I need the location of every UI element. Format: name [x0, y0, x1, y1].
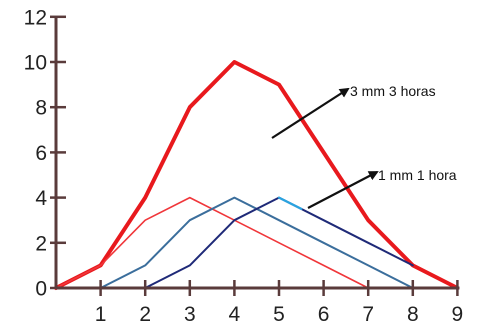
x-tick-label-8: 8 [407, 303, 419, 326]
series-line-2 [99, 196, 414, 289]
x-tick-label-5: 5 [273, 303, 285, 326]
y-tick-label-2: 2 [35, 232, 47, 255]
annotation-arrow-1 [307, 171, 379, 209]
y-tick-label-4: 4 [35, 187, 47, 210]
x-tick-label-3: 3 [184, 303, 196, 326]
annotation-label-1: 1 mm 1 hora [378, 167, 457, 183]
x-tick-label-4: 4 [229, 303, 241, 326]
x-tick-label-1: 1 [95, 303, 107, 326]
x-tick-label-2: 2 [139, 303, 151, 326]
y-tick-label-8: 8 [35, 97, 47, 120]
series-line-0 [54, 60, 460, 290]
y-tick-label-0: 0 [35, 278, 47, 301]
y-tick-label-12: 12 [24, 6, 47, 29]
series-highlight-segment [277, 196, 303, 210]
series-layer [54, 60, 460, 290]
x-tick-label-9: 9 [452, 303, 464, 326]
x-tick-label-7: 7 [362, 303, 374, 326]
y-tick-label-10: 10 [24, 52, 47, 75]
annotation-arrow-0 [271, 87, 350, 139]
x-tick-label-6: 6 [318, 303, 330, 326]
y-tick-label-6: 6 [35, 142, 47, 165]
annotation-label-0: 3 mm 3 horas [350, 83, 436, 99]
annotation-layer: 3 mm 3 horas 1 mm 1 hora [271, 83, 457, 209]
